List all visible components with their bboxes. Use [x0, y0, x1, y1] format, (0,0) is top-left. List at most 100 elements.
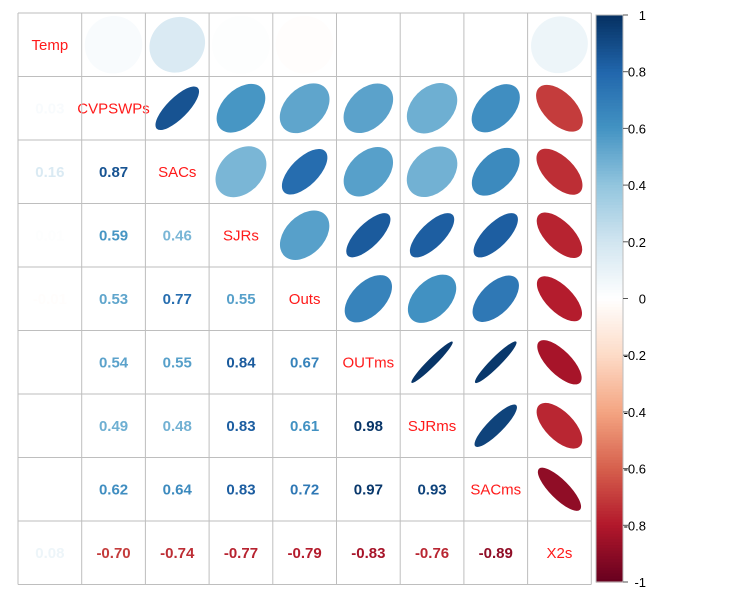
colorbar-segment — [596, 66, 623, 70]
colorbar-segment — [596, 111, 623, 115]
colorbar-segment — [596, 550, 623, 555]
corr-value: -0.79 — [288, 545, 322, 562]
colorbar-segment — [596, 530, 623, 535]
colorbar-segment — [596, 187, 623, 192]
corr-ellipse — [406, 146, 458, 198]
colorbar-segment — [596, 202, 623, 206]
colorbar-segment — [596, 377, 623, 382]
colorbar-segment — [596, 199, 623, 203]
colorbar-segment — [596, 471, 623, 475]
corr-ellipse — [279, 83, 330, 134]
colorbar-segment — [596, 494, 623, 498]
colorbar-segment — [596, 309, 623, 314]
corr-value: -0.76 — [415, 545, 449, 562]
colorbar-segment — [596, 213, 623, 217]
colorbar-segment — [596, 236, 623, 240]
corr-ellipse — [281, 149, 328, 195]
colorbar-segment — [596, 267, 623, 271]
corr-ellipse — [344, 275, 392, 323]
colorbar-segment — [596, 176, 623, 181]
colorbar-segment — [596, 165, 623, 169]
corr-ellipse — [536, 84, 583, 132]
colorbar-segment — [596, 88, 623, 93]
colorbar-segment — [596, 94, 623, 98]
colorbar-segment — [596, 488, 623, 492]
corr-ellipse — [474, 341, 517, 384]
colorbar-segment — [596, 570, 623, 575]
colorbar-segment — [596, 434, 623, 439]
colorbar-segment — [596, 397, 623, 402]
colorbar-segment — [596, 369, 623, 373]
colorbar-segment — [596, 394, 623, 399]
colorbar-segment — [596, 505, 623, 509]
colorbar-segment — [596, 414, 623, 419]
colorbar-segment — [596, 479, 623, 484]
colorbar-segment — [596, 233, 623, 237]
colorbar: 1 0.8 0.6 0.4 0.2 0 -0.2 -0.4 -0.6 -0.8 -1 — [595, 8, 646, 590]
colorbar-segment — [596, 185, 623, 189]
corr-value: -0.77 — [224, 545, 258, 562]
corr-value: 0.67 — [290, 354, 319, 371]
colorbar-segment — [596, 289, 623, 294]
colorbar-segment — [596, 428, 623, 433]
diagonal-label: OUTms — [343, 354, 395, 371]
corr-ellipse — [343, 83, 394, 134]
diagonal-label: X2s — [547, 545, 573, 562]
colorbar-segment — [596, 440, 623, 444]
colorbar-segment — [596, 136, 623, 141]
colorbar-segment — [596, 253, 623, 257]
colorbar-segment — [596, 366, 623, 370]
colorbar-segment — [596, 352, 623, 356]
colorbar-segment — [596, 122, 623, 127]
colorbar-segment — [596, 51, 623, 56]
corr-value: -0.83 — [351, 545, 385, 562]
colorbar-segment — [596, 545, 623, 549]
colorbar-segment — [596, 454, 623, 458]
colorbar-tick-label: 0.6 — [628, 121, 646, 136]
colorbar-segment — [596, 275, 623, 280]
colorbar-segment — [596, 482, 623, 487]
corr-ellipse — [215, 146, 267, 198]
corr-ellipse — [346, 213, 391, 258]
colorbar-segment — [596, 227, 623, 232]
colorbar-segment — [596, 326, 623, 331]
colorbar-segment — [596, 284, 623, 288]
corr-value: 0.83 — [226, 418, 255, 435]
colorbar-segment — [596, 190, 623, 195]
corr-ellipse — [212, 15, 270, 74]
corr-value: 0.97 — [354, 481, 383, 498]
colorbar-segment — [596, 457, 623, 461]
colorbar-segment — [596, 97, 623, 101]
colorbar-segment — [596, 389, 623, 393]
colorbar-segment — [596, 272, 623, 277]
colorbar-tick-label: 0.8 — [628, 65, 646, 80]
colorbar-segment — [596, 321, 623, 325]
colorbar-segment — [596, 460, 623, 464]
colorbar-segment — [596, 420, 623, 424]
colorbar-segment — [596, 522, 623, 526]
corr-value: 0.48 — [163, 418, 192, 435]
colorbar-segment — [596, 17, 623, 22]
diagonal-label: Temp — [32, 37, 69, 54]
colorbar-segment — [596, 173, 623, 178]
corr-ellipse — [471, 84, 520, 133]
colorbar-segment — [596, 244, 623, 249]
colorbar-segment — [596, 57, 623, 61]
colorbar-segment — [596, 380, 623, 385]
colorbar-segment — [596, 360, 623, 365]
diagonal-label: SACs — [158, 164, 196, 181]
colorbar-segment — [596, 372, 623, 376]
corr-ellipse — [155, 86, 200, 131]
colorbar-segment — [596, 307, 623, 311]
colorbar-segment — [596, 411, 623, 416]
colorbar-segment — [596, 230, 623, 234]
corr-ellipse — [149, 16, 206, 73]
corr-value: 0.87 — [99, 164, 128, 181]
colorbar-tick-label: -0.4 — [624, 405, 646, 420]
colorbar-segment — [596, 91, 623, 95]
colorbar-segment — [596, 68, 623, 73]
corr-value: 0.84 — [226, 354, 256, 371]
colorbar-segment — [596, 159, 623, 164]
corr-ellipse — [275, 15, 334, 74]
